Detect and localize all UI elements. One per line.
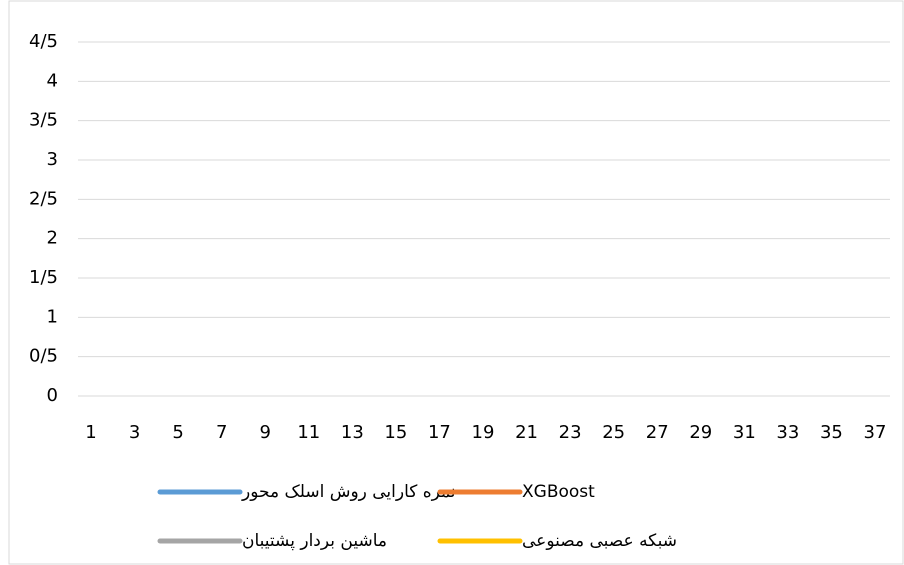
x-tick-label: 19 [472, 422, 495, 443]
legend-label: شبکه عصبی مصنوعی [522, 531, 677, 551]
chart-frame [8, 0, 904, 565]
y-tick-label: 3/5 [29, 110, 58, 131]
x-tick-label: 5 [172, 422, 183, 443]
y-tick-label: 2 [47, 228, 58, 249]
y-tick-label: 3 [47, 149, 58, 170]
y-tick-label: 1/5 [29, 267, 58, 288]
legend-label: XGBoost [522, 482, 595, 502]
x-tick-label: 37 [864, 422, 887, 443]
x-tick-label: 35 [820, 422, 843, 443]
y-tick-label: 4/5 [29, 31, 58, 52]
y-tick-label: 2/5 [29, 188, 58, 209]
y-tick-label: 1 [47, 306, 58, 327]
x-tick-label: 15 [384, 422, 407, 443]
x-tick-label: 31 [733, 422, 756, 443]
x-tick-label: 3 [129, 422, 140, 443]
x-tick-label: 23 [559, 422, 582, 443]
x-tick-label: 1 [85, 422, 96, 443]
x-tick-label: 25 [602, 422, 625, 443]
x-tick-label: 27 [646, 422, 669, 443]
legend-label: ماشین بردار پشتیبان [242, 531, 387, 551]
x-tick-label: 33 [776, 422, 799, 443]
legend-label: نمره کارایی روش اسلک محور [241, 482, 456, 502]
x-tick-label: 7 [216, 422, 227, 443]
x-tick-label: 29 [689, 422, 712, 443]
x-tick-label: 9 [259, 422, 270, 443]
y-tick-label: 4 [47, 70, 58, 91]
x-tick-label: 11 [297, 422, 320, 443]
y-tick-label: 0/5 [29, 346, 58, 367]
y-tick-label: 0 [47, 385, 58, 406]
x-tick-label: 21 [515, 422, 538, 443]
x-tick-label: 17 [428, 422, 451, 443]
x-tick-label: 13 [341, 422, 364, 443]
